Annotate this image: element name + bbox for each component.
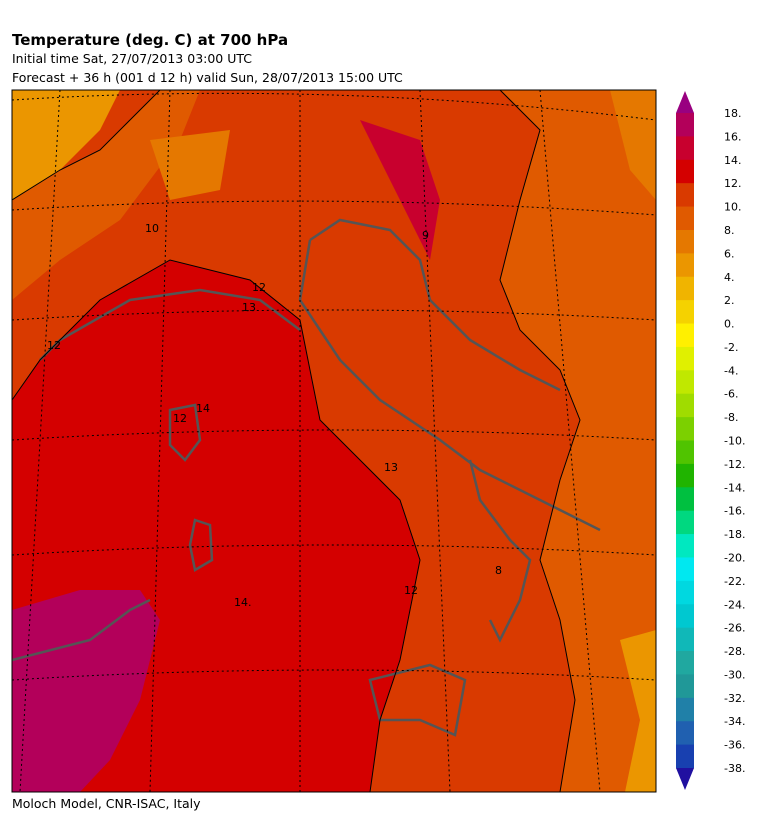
colorbar-label: -20. [724,551,745,564]
colorbar-box [676,206,694,231]
colorbar-box [676,510,694,535]
colorbar-label: -34. [724,715,745,728]
colorbar-box [676,487,694,512]
colorbar-box [676,580,694,605]
colorbar-label: -32. [724,692,745,705]
forecast: Forecast + 36 h (001 d 12 h) valid Sun, … [12,70,403,85]
colorbar-label: 14. [724,154,742,167]
colorbar-box [676,159,694,184]
colorbar-box [676,627,694,652]
colorbar-box [676,417,694,441]
colorbar-label: -14. [724,481,745,494]
contour-label: 13 [242,301,256,314]
colorbar-label: -4. [724,364,738,377]
contour-label: 8 [495,564,502,577]
colorbar-box [676,463,694,488]
contour-label: 9 [422,229,429,242]
colorbar-label: 8. [724,224,735,237]
colorbar-label: -18. [724,528,745,541]
contour-label: 12 [252,281,266,294]
colorbar-box [676,300,694,325]
contour-label: 12 [47,339,61,352]
colorbar-box [676,136,694,161]
colorbar-box [676,276,694,301]
colorbar-label: 12. [724,177,742,190]
colorbar-top-arrow [676,91,694,113]
colorbar-box [676,651,694,675]
colorbar-label: -10. [724,435,745,448]
colorbar-label: 10. [724,201,742,214]
colorbar-label: -28. [724,645,745,658]
colorbar-box [676,323,694,348]
colorbar-box [676,183,694,208]
contour-label: 12 [173,412,187,425]
colorbar-label: 18. [724,107,742,120]
colorbar-box [676,744,694,769]
colorbar-label: 16. [724,130,742,143]
colorbar-label: -8. [724,411,738,424]
colorbar-label: -22. [724,575,745,588]
contour-label: 13 [384,461,398,474]
title: Temperature (deg. C) at 700 hPa [12,31,288,49]
colorbar-label: -24. [724,598,745,611]
colorbar-label: -36. [724,739,745,752]
colorbar-label: -26. [724,622,745,635]
colorbar-box [676,346,694,371]
map-frame [11,89,657,793]
colorbar-label: -12. [724,458,745,471]
colorbar-box [676,253,694,278]
colorbar-bottom-arrow [676,768,694,790]
colorbar-box [676,557,694,582]
colorbar-label: -38. [724,762,745,775]
colorbar-label: -2. [724,341,738,354]
colorbar-label: -16. [724,505,745,518]
initial-time: Initial time Sat, 27/07/2013 03:00 UTC [12,51,252,66]
colorbar-box [676,229,694,254]
colorbar-label: -30. [724,668,745,681]
map [12,90,656,792]
colorbar-box [676,440,694,465]
colorbar-box [676,604,694,629]
colorbar-box [676,534,694,558]
colorbar-label: 4. [724,271,735,284]
colorbar-label: 2. [724,294,735,307]
colorbar-box [676,370,694,395]
colorbar-box [676,393,694,418]
colorbar-label: -6. [724,388,738,401]
contour-label: 12 [404,584,418,597]
colorbar-label: 6. [724,247,735,260]
colorbar-box [676,674,694,699]
contour-label: 10 [145,222,159,235]
footer: Moloch Model, CNR-ISAC, Italy [12,796,201,811]
contour-label: 14. [234,596,252,609]
colorbar-box [676,721,694,746]
colorbar-box [676,697,694,722]
contour-label: 14 [196,402,210,415]
colorbar-label: 0. [724,318,735,331]
colorbar-box [676,113,694,137]
